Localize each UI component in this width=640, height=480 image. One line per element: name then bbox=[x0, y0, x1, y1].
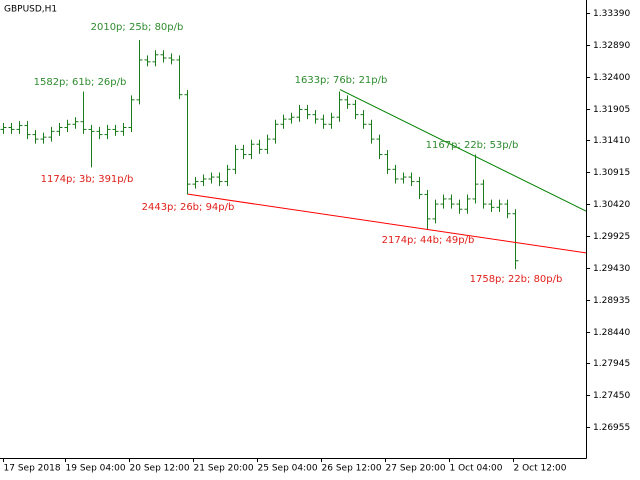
x-tick-label: 20 Sep 12:00 bbox=[130, 464, 190, 474]
annotation: 2443p; 26b; 94p/b bbox=[142, 202, 235, 213]
y-tick-label: 1.28440 bbox=[593, 328, 630, 338]
x-tick-label: 21 Sep 20:00 bbox=[194, 464, 254, 474]
chart-title: GBPUSD,H1 bbox=[4, 5, 57, 15]
y-tick-label: 1.29430 bbox=[593, 264, 630, 274]
y-tick-label: 1.29925 bbox=[593, 232, 630, 242]
y-tick-label: 1.31905 bbox=[593, 105, 630, 115]
y-tick-label: 1.28935 bbox=[593, 296, 630, 306]
x-tick-label: 27 Sep 20:00 bbox=[386, 464, 446, 474]
annotation: 2010p; 25b; 80p/b bbox=[91, 22, 184, 33]
x-tick-label: 25 Sep 04:00 bbox=[258, 464, 318, 474]
trend-line bbox=[187, 193, 587, 254]
trend-line bbox=[339, 89, 587, 212]
y-tick-label: 1.26955 bbox=[593, 423, 630, 433]
x-tick-label: 2 Oct 12:00 bbox=[514, 464, 567, 474]
x-tick-label: 17 Sep 2018 bbox=[4, 464, 61, 474]
annotation: 1167p; 22b; 53p/b bbox=[426, 140, 519, 151]
y-tick-label: 1.30915 bbox=[593, 168, 630, 178]
annotation: 2174p; 44b; 49p/b bbox=[382, 235, 475, 246]
annotation: 1582p; 61b; 26p/b bbox=[34, 77, 127, 88]
x-tick-label: 19 Sep 04:00 bbox=[66, 464, 126, 474]
y-tick-label: 1.33390 bbox=[593, 9, 630, 19]
y-tick-label: 1.31410 bbox=[593, 136, 630, 146]
y-tick-label: 1.30420 bbox=[593, 200, 630, 210]
x-tick-label: 26 Sep 12:00 bbox=[322, 464, 382, 474]
y-tick-label: 1.32400 bbox=[593, 73, 630, 83]
annotation: 1758p; 22b; 80p/b bbox=[470, 274, 563, 285]
annotation: 1633p; 76b; 21p/b bbox=[295, 75, 388, 86]
y-tick-label: 1.32890 bbox=[593, 41, 630, 51]
x-tick-label: 1 Oct 04:00 bbox=[450, 464, 503, 474]
annotation: 1174p; 3b; 391p/b bbox=[41, 174, 134, 185]
y-tick-label: 1.27945 bbox=[593, 359, 630, 369]
y-tick-label: 1.27450 bbox=[593, 391, 630, 401]
